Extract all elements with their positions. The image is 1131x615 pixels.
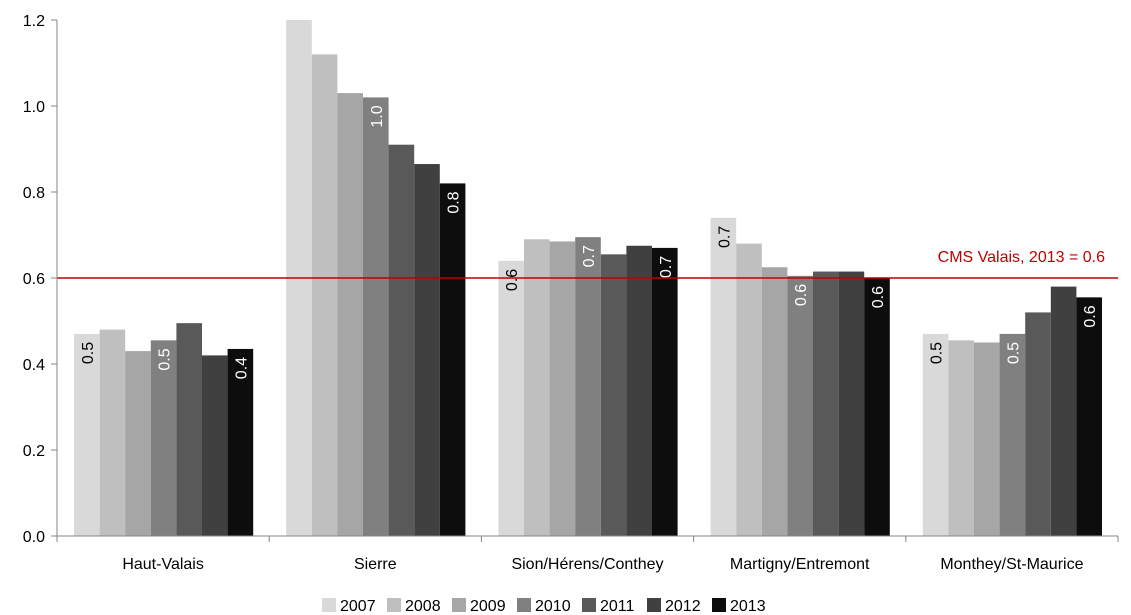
legend-label: 2012 bbox=[665, 598, 701, 615]
bar bbox=[227, 348, 254, 536]
legend: 2007 2008 2009 2010 2011 2012 2013 bbox=[322, 598, 766, 615]
bar bbox=[337, 93, 363, 536]
bar bbox=[999, 333, 1026, 536]
bar bbox=[787, 275, 813, 536]
bar bbox=[710, 217, 737, 537]
legend-swatch bbox=[517, 598, 531, 612]
category-labels: Haut-Valais Sierre Sion/Hérens/Conthey Mart… bbox=[122, 556, 1083, 573]
data-label: 0.5 bbox=[1005, 342, 1022, 364]
category-label: Martigny/Entremont bbox=[730, 556, 870, 573]
bar bbox=[922, 333, 949, 536]
bar bbox=[414, 164, 440, 537]
bar bbox=[761, 267, 788, 536]
legend-label: 2011 bbox=[600, 598, 635, 615]
legend-swatch bbox=[452, 598, 466, 612]
legend-label: 2013 bbox=[730, 598, 766, 615]
y-tick-label: 0.2 bbox=[23, 443, 45, 460]
axes bbox=[56, 20, 1118, 537]
data-label: 0.8 bbox=[446, 191, 463, 213]
bar bbox=[311, 54, 338, 537]
bar bbox=[176, 323, 202, 536]
legend-label: 2010 bbox=[535, 598, 571, 615]
bar bbox=[1076, 297, 1102, 536]
bar bbox=[549, 241, 576, 536]
bar bbox=[626, 245, 652, 536]
reference-line-group: CMS Valais, 2013 = 0.6 bbox=[57, 249, 1118, 279]
y-tick-label: 0.6 bbox=[23, 271, 45, 288]
data-label: 0.6 bbox=[793, 284, 810, 306]
category-label: Sierre bbox=[354, 556, 397, 573]
category-label: Haut-Valais bbox=[122, 556, 204, 573]
bar bbox=[363, 97, 389, 537]
y-axis-ticks: 0.0 0.2 0.4 0.6 0.8 1.0 1.2 bbox=[23, 13, 57, 546]
data-label: 0.5 bbox=[929, 342, 946, 364]
bar bbox=[99, 329, 126, 536]
legend-label: 2009 bbox=[470, 598, 506, 615]
category-label: Monthey/St-Maurice bbox=[940, 556, 1083, 573]
y-tick-label: 1.2 bbox=[23, 13, 45, 30]
legend-swatch bbox=[712, 598, 726, 612]
bar bbox=[600, 254, 627, 536]
bar bbox=[524, 239, 550, 537]
data-label: 0.7 bbox=[658, 256, 675, 278]
data-label: 0.6 bbox=[870, 286, 887, 308]
bar bbox=[652, 247, 678, 536]
bar bbox=[125, 351, 151, 536]
y-tick-label: 1.0 bbox=[23, 99, 45, 116]
bar bbox=[575, 237, 601, 536]
data-label: 0.6 bbox=[504, 269, 521, 291]
bar bbox=[439, 183, 466, 536]
data-label: 0.7 bbox=[581, 245, 598, 267]
legend-swatch bbox=[322, 598, 336, 612]
category-label: Sion/Hérens/Conthey bbox=[511, 556, 663, 573]
data-label: 0.7 bbox=[716, 226, 733, 248]
data-label: 1.0 bbox=[369, 105, 386, 127]
bar bbox=[1025, 312, 1051, 536]
data-label: 0.4 bbox=[233, 357, 250, 379]
x-axis-ticks bbox=[56, 536, 1119, 542]
bar bbox=[864, 278, 890, 536]
legend-swatch bbox=[582, 598, 596, 612]
legend-swatch bbox=[647, 598, 661, 612]
y-tick-label: 0.8 bbox=[23, 185, 45, 202]
bar bbox=[74, 333, 100, 536]
bar bbox=[838, 271, 865, 536]
data-labels: 0.5 0.5 0.4 1.0 0.8 0.6 0.7 0.7 0.7 0.6 0.6 0.5 0.5 0… bbox=[80, 105, 1099, 379]
bar bbox=[813, 271, 839, 536]
bar bbox=[1050, 286, 1077, 536]
data-label: 0.6 bbox=[1082, 305, 1099, 327]
bar bbox=[202, 355, 228, 536]
y-tick-label: 0.0 bbox=[23, 529, 45, 546]
legend-label: 2007 bbox=[340, 598, 376, 615]
bar bbox=[736, 243, 762, 536]
reference-line-label: CMS Valais, 2013 = 0.6 bbox=[938, 249, 1105, 266]
legend-label: 2008 bbox=[405, 598, 441, 615]
data-label: 0.5 bbox=[157, 348, 174, 370]
data-label: 0.5 bbox=[80, 342, 97, 364]
y-tick-label: 0.4 bbox=[23, 357, 45, 374]
bar bbox=[150, 340, 177, 536]
bar bbox=[498, 260, 524, 536]
bar bbox=[948, 340, 974, 536]
bar bbox=[388, 144, 415, 536]
bar bbox=[974, 342, 1000, 536]
legend-swatch bbox=[387, 598, 401, 612]
